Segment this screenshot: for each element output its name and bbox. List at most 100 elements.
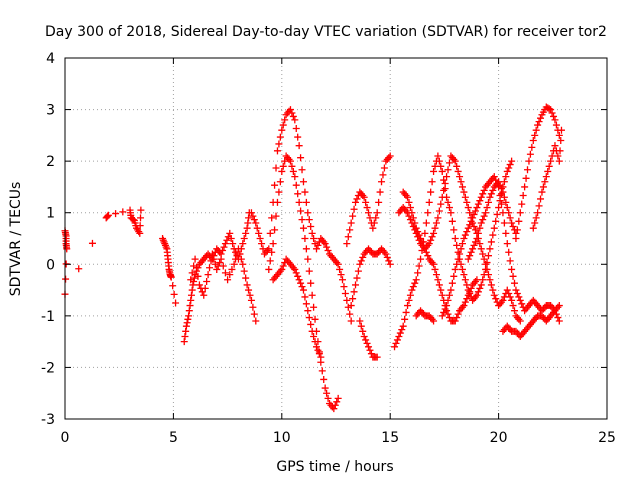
data-point <box>508 157 516 165</box>
data-point <box>314 241 322 249</box>
y-tick-label: 3 <box>46 103 55 119</box>
data-point <box>524 166 532 174</box>
data-point <box>557 126 565 134</box>
data-point <box>320 375 328 383</box>
data-point <box>417 255 425 263</box>
data-point <box>297 207 305 215</box>
data-point <box>531 131 539 139</box>
data-point <box>425 198 433 206</box>
data-point <box>502 173 510 181</box>
data-point <box>435 281 443 289</box>
data-point <box>279 162 287 170</box>
data-point <box>352 281 360 289</box>
chart-title: Day 300 of 2018, Sidereal Day-to-day VTE… <box>45 24 607 40</box>
data-point <box>438 193 446 201</box>
data-point <box>247 296 255 304</box>
data-point <box>534 121 542 129</box>
data-point <box>295 276 303 284</box>
data-point <box>484 198 492 206</box>
data-point <box>518 200 526 208</box>
data-point <box>437 162 445 170</box>
data-point <box>496 181 504 189</box>
y-tick-label: 4 <box>46 51 55 67</box>
data-point <box>272 164 280 172</box>
data-point <box>495 178 503 186</box>
data-point <box>88 239 96 247</box>
data-point <box>463 198 471 206</box>
data-point <box>456 173 464 181</box>
data-point <box>503 204 511 212</box>
data-point <box>471 238 479 246</box>
data-point <box>273 147 281 155</box>
data-point <box>555 157 563 165</box>
data-point <box>188 269 196 277</box>
data-point <box>350 205 358 213</box>
data-point <box>509 272 517 280</box>
data-point <box>386 152 394 160</box>
data-point <box>434 214 442 222</box>
data-point <box>185 312 193 320</box>
series-track-F <box>269 255 325 361</box>
data-point <box>375 198 383 206</box>
data-point <box>505 209 513 217</box>
data-point <box>448 217 456 225</box>
data-point <box>305 267 313 275</box>
data-point <box>512 235 520 242</box>
data-point <box>461 276 469 284</box>
data-point <box>477 281 485 289</box>
data-point <box>535 202 543 210</box>
data-point <box>435 207 443 215</box>
data-point <box>451 157 459 165</box>
data-point <box>492 217 500 225</box>
data-point <box>415 262 423 270</box>
data-point <box>434 276 442 284</box>
data-point <box>443 173 451 181</box>
data-point <box>484 271 492 279</box>
data-point <box>510 279 518 287</box>
data-point <box>474 229 482 237</box>
data-point <box>200 291 208 299</box>
data-point <box>460 271 468 279</box>
data-point <box>289 112 297 120</box>
data-point <box>258 240 266 248</box>
data-point <box>242 274 250 282</box>
data-point <box>240 267 248 275</box>
data-point <box>217 255 225 263</box>
data-point <box>190 274 198 282</box>
data-point <box>551 307 559 315</box>
data-point <box>221 269 229 277</box>
data-point <box>250 310 258 318</box>
data-point <box>240 235 248 242</box>
data-point <box>183 319 191 327</box>
data-point <box>487 281 495 289</box>
data-point <box>428 178 436 186</box>
data-point <box>228 265 236 273</box>
data-point <box>480 186 488 194</box>
data-point <box>454 310 462 318</box>
data-point <box>354 267 362 275</box>
data-point <box>378 178 386 186</box>
data-point <box>477 219 485 227</box>
data-point <box>182 327 190 335</box>
grid-lines <box>65 58 607 419</box>
data-point <box>187 296 195 304</box>
data-point <box>513 290 521 298</box>
data-point <box>454 167 462 175</box>
data-point <box>253 224 261 232</box>
data-point <box>373 353 381 361</box>
data-point <box>454 255 462 263</box>
data-point <box>302 198 310 206</box>
data-point <box>343 240 351 248</box>
data-point <box>206 264 214 272</box>
data-point <box>317 353 325 361</box>
data-point <box>362 198 370 206</box>
data-point <box>506 214 514 222</box>
data-point <box>365 343 373 351</box>
data-point <box>470 241 478 249</box>
data-point <box>191 255 199 263</box>
data-point <box>490 291 498 299</box>
data-point <box>393 336 401 344</box>
data-point <box>252 219 260 227</box>
series-track-B <box>180 209 253 346</box>
data-point <box>421 229 429 237</box>
